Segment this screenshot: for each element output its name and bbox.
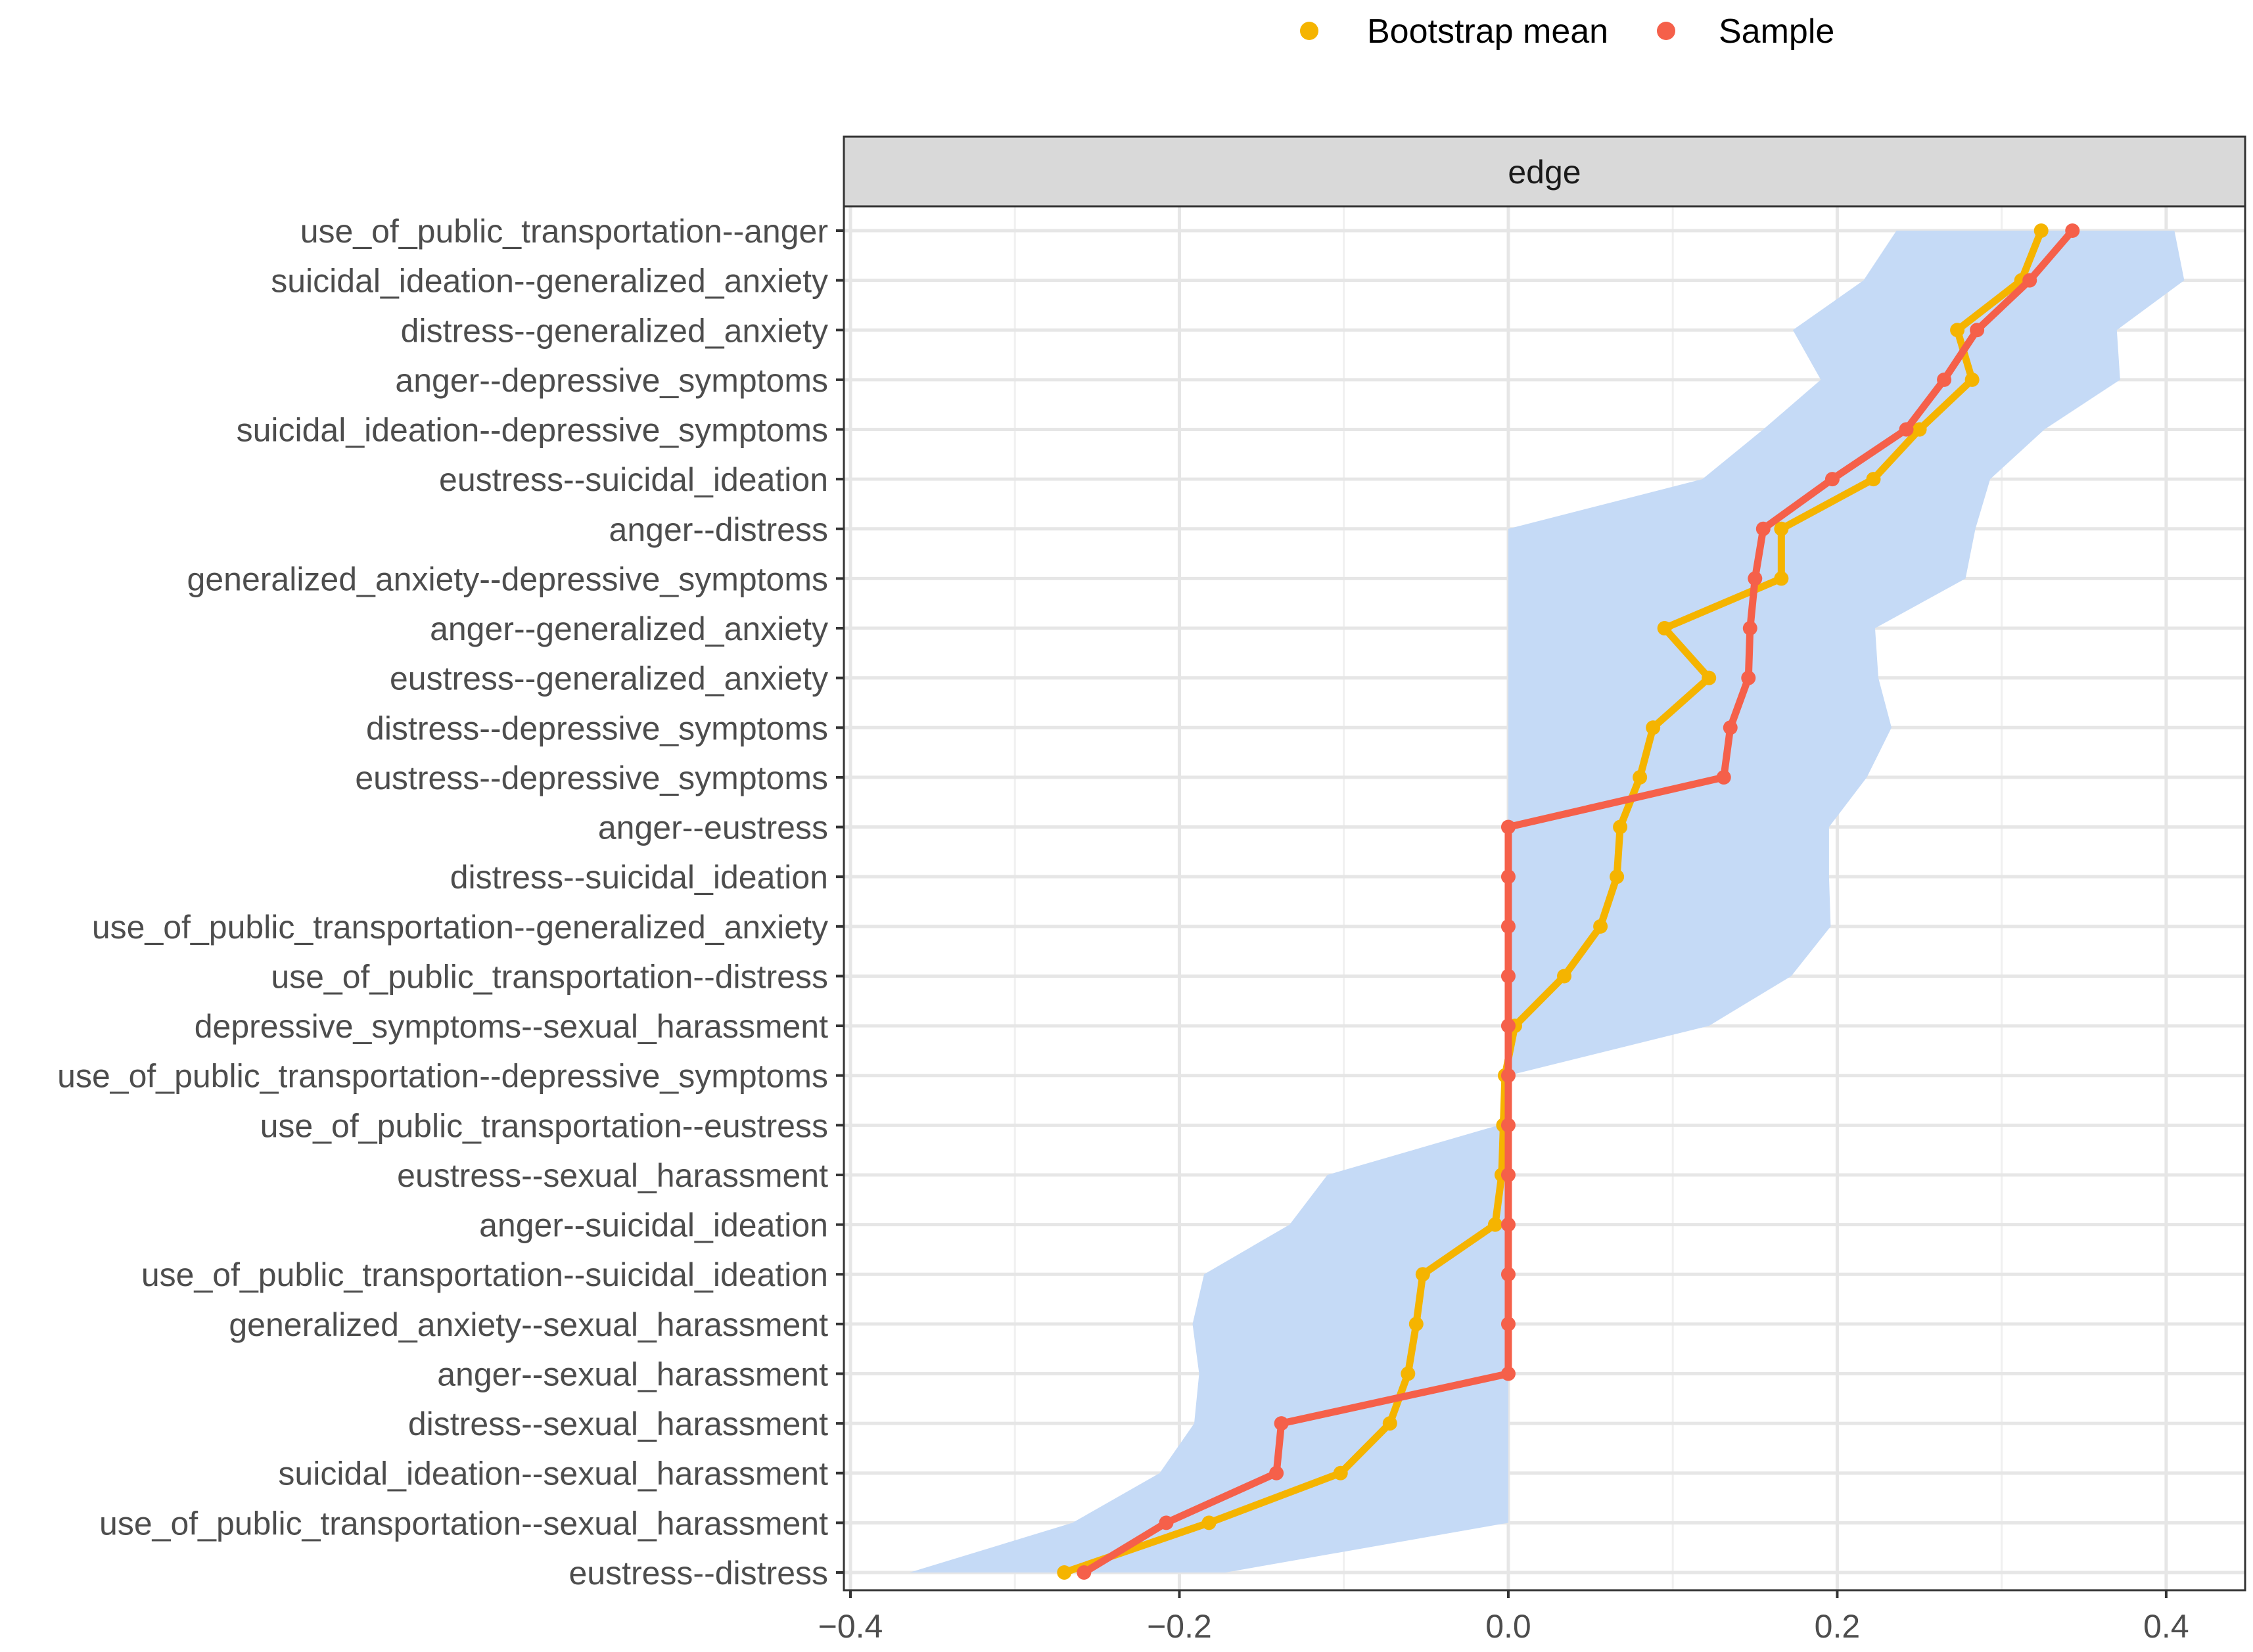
x-tick-label: −0.2 — [1147, 1608, 1212, 1645]
sample-point — [1748, 571, 1763, 586]
sample-point — [1077, 1565, 1092, 1580]
y-tick-label: anger--depressive_symptoms — [395, 362, 828, 399]
y-tick-label: distress--suicidal_ideation — [450, 859, 828, 896]
y-tick-label: generalized_anxiety--sexual_harassment — [229, 1306, 828, 1343]
bootstrap-mean-point — [1057, 1565, 1072, 1580]
y-tick-label: suicidal_ideation--sexual_harassment — [278, 1456, 828, 1492]
y-tick-label: use_of_public_transportation--sexual_har… — [99, 1505, 828, 1542]
legend-label: Sample — [1719, 12, 1834, 51]
y-tick-label: distress--sexual_harassment — [408, 1406, 828, 1442]
y-tick-label: eustress--generalized_anxiety — [390, 660, 828, 697]
sample-point — [1970, 323, 1985, 338]
legend-label: Bootstrap mean — [1367, 12, 1608, 51]
bootstrap-mean-point — [1408, 1316, 1424, 1331]
x-tick-label: 0.0 — [1485, 1608, 1531, 1645]
bootstrap-mean-line — [1060, 227, 2045, 1576]
sample-point — [1159, 1515, 1174, 1530]
x-tick-label: 0.4 — [2143, 1608, 2189, 1645]
sample-point — [1500, 1167, 1516, 1182]
sample-point — [1500, 1019, 1516, 1034]
bootstrap-mean-point — [2033, 223, 2049, 238]
x-tick-label: 0.2 — [1815, 1608, 1861, 1645]
bootstrap-mean-point — [1401, 1366, 1416, 1381]
bootstrap-mean-point — [1774, 571, 1789, 586]
sample-point — [1723, 720, 1738, 735]
y-tick-label: anger--eustress — [598, 810, 828, 846]
y-tick-label: suicidal_ideation--generalized_anxiety — [271, 263, 828, 300]
sample-point — [1742, 621, 1757, 636]
bootstrap-mean-point — [1866, 472, 1881, 487]
y-tick-label: eustress--depressive_symptoms — [355, 760, 828, 796]
y-tick-label: eustress--distress — [569, 1555, 828, 1592]
sample-point — [1500, 819, 1516, 835]
sample-point — [1741, 670, 1756, 685]
sample-point — [1500, 1217, 1516, 1232]
sample-point — [1716, 769, 1731, 785]
sample-point — [1899, 422, 1914, 437]
y-tick-label: eustress--suicidal_ideation — [439, 461, 828, 498]
facet-strip-label: edge — [1508, 154, 1581, 191]
bootstrap-mean-point — [1646, 720, 1661, 735]
sample-point — [1824, 472, 1840, 487]
bootstrap-mean-point — [1950, 323, 1965, 338]
bootstrap-mean-point — [1382, 1416, 1397, 1431]
bootstrap-mean-point — [1964, 372, 1980, 387]
sample-point — [1500, 919, 1516, 934]
sample-point — [1755, 521, 1771, 536]
y-tick-label: anger--generalized_anxiety — [430, 610, 828, 647]
y-tick-label: anger--sexual_harassment — [437, 1356, 828, 1392]
sample-point — [1500, 969, 1516, 984]
y-tick-label: anger--distress — [609, 511, 828, 548]
bootstrap-mean-point — [1593, 919, 1608, 934]
y-tick-label: use_of_public_transportation--eustress — [260, 1107, 828, 1144]
x-tick-label: −0.4 — [818, 1608, 883, 1645]
y-tick-label: distress--generalized_anxiety — [401, 312, 828, 349]
confidence-band — [910, 231, 2185, 1572]
bootstrap-mean-point — [1610, 869, 1625, 884]
sample-point — [1500, 1118, 1516, 1133]
sample-point — [2022, 273, 2037, 288]
bootstrap-mean-point — [1201, 1515, 1217, 1530]
bootstrap-mean-point — [1487, 1217, 1502, 1232]
sample-point — [1500, 869, 1516, 884]
y-tick-label: use_of_public_transportation--distress — [271, 958, 828, 995]
bootstrap-mean-point — [1415, 1267, 1430, 1282]
legend-key — [1300, 22, 1318, 40]
sample-point — [1500, 1068, 1516, 1083]
y-tick-label: depressive_symptoms--sexual_harassment — [195, 1008, 828, 1045]
sample-line — [1080, 227, 2076, 1576]
sample-point — [1269, 1465, 1284, 1480]
y-tick-label: suicidal_ideation--depressive_symptoms — [237, 412, 828, 449]
sample-point — [1937, 372, 1952, 387]
bootstrap-mean-point — [1657, 621, 1672, 636]
sample-point — [2065, 223, 2080, 238]
y-tick-label: generalized_anxiety--depressive_symptoms — [187, 561, 828, 597]
bootstrap-mean-point — [1557, 969, 1572, 984]
y-tick-label: eustress--sexual_harassment — [397, 1157, 828, 1194]
bootstrap-mean-point — [1613, 819, 1628, 835]
bootstrap-mean-point — [1633, 769, 1648, 785]
sample-point — [1500, 1267, 1516, 1282]
legend-key — [1657, 22, 1675, 40]
bootstrap-mean-point — [1912, 422, 1927, 437]
y-tick-label: anger--suicidal_ideation — [479, 1207, 828, 1244]
y-tick-label: distress--depressive_symptoms — [366, 710, 828, 746]
y-tick-label: use_of_public_transportation--depressive… — [57, 1058, 828, 1095]
sample-point — [1500, 1316, 1516, 1331]
y-tick-label: use_of_public_transportation--generalize… — [92, 909, 828, 946]
bootstrap-mean-point — [1702, 670, 1717, 685]
sample-point — [1500, 1366, 1516, 1381]
sample-point — [1274, 1416, 1289, 1431]
bootstrap-mean-point — [1774, 521, 1789, 536]
facet-strip — [843, 135, 2246, 208]
y-tick-label: use_of_public_transportation--suicidal_i… — [141, 1256, 828, 1293]
bootstrap-mean-point — [1333, 1465, 1348, 1480]
y-tick-label: use_of_public_transportation--anger — [300, 213, 828, 250]
